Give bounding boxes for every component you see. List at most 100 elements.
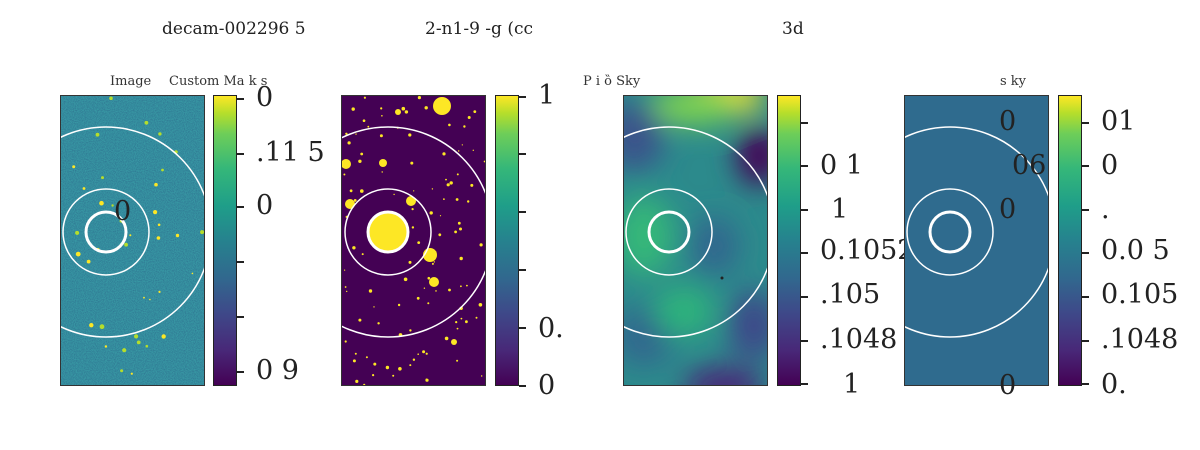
image-ring-inner — [84, 210, 128, 254]
mask-speck — [346, 290, 348, 293]
custom-sky-overlay-label: 06 — [1012, 150, 1047, 181]
custom-sky-heatmap — [905, 126, 1048, 338]
panel-1-title: Image — [110, 74, 152, 89]
image-source-speck — [191, 272, 194, 275]
custom-cbar-tick-label: 0. — [1101, 369, 1127, 400]
mask-speck — [425, 352, 428, 355]
image-source-speck — [99, 200, 104, 206]
mask-speck — [411, 208, 414, 211]
mask-speck — [407, 200, 411, 204]
mask-speck — [408, 133, 412, 137]
mask-speck — [448, 288, 451, 292]
mask-speck — [422, 350, 426, 354]
mask-speck — [397, 303, 401, 307]
mask-blob — [342, 159, 351, 169]
mask-blob — [379, 159, 387, 167]
mask-speck — [465, 320, 468, 324]
mask-speck — [443, 198, 445, 200]
image-cbar-tick-label: 0 — [256, 82, 274, 113]
image-source-speck — [156, 236, 161, 240]
image-source-speck — [75, 230, 80, 235]
mask-speck — [380, 107, 383, 110]
mask-speck — [449, 181, 453, 185]
mask-speck — [351, 107, 355, 111]
image-cbar-tick-mark — [237, 98, 244, 100]
mask-speck — [358, 159, 362, 163]
mask-speck — [466, 284, 468, 287]
pipeline-cbar-tick-label: 1 — [843, 369, 861, 400]
mask-blob — [433, 97, 451, 115]
mask-cbar-tick-mark — [519, 211, 526, 213]
pipeline-sky-colorbar — [777, 95, 801, 386]
mask-speck — [381, 115, 383, 117]
mask-speck — [431, 188, 434, 190]
mask-blob — [429, 277, 439, 287]
mask-speck — [347, 141, 351, 145]
mask-speck — [392, 374, 395, 377]
image-cbar-tick-mark — [237, 371, 244, 373]
custom-sky-ring-outer — [905, 126, 1048, 338]
mask-speck — [435, 290, 437, 292]
mask-speck — [461, 144, 463, 146]
mask-speck — [358, 318, 362, 322]
mask-central-blob — [368, 212, 408, 252]
figure-suptitle-part-3: 3d — [782, 19, 804, 39]
image-overlay-label: 0 — [114, 196, 132, 227]
mask-cbar-tick-mark — [519, 153, 526, 155]
pipeline-cbar-tick-mark — [801, 340, 808, 342]
mask-speck — [475, 316, 478, 319]
mask-speck — [463, 125, 466, 128]
image-heatmap — [61, 96, 204, 385]
image-source-speck — [104, 345, 108, 348]
pipeline-cbar-tick-label: 1 — [831, 194, 849, 225]
mask-speck — [372, 374, 375, 377]
image-source-speck — [158, 132, 162, 136]
image-source-speck — [144, 120, 149, 125]
mask-speck — [483, 160, 485, 163]
mask-speck — [424, 106, 428, 110]
pipeline-sky-dot — [720, 276, 724, 280]
mask-speck — [427, 302, 430, 305]
mask-speck — [398, 367, 402, 371]
panel-3-title: P i ȍ Sky — [583, 74, 641, 89]
image-source-speck — [72, 165, 76, 169]
custom-cbar-tick-label: .1048 — [1101, 324, 1179, 355]
mask-ring-inner — [366, 210, 410, 254]
mask-speck — [360, 189, 364, 193]
mask-speck — [360, 152, 364, 156]
image-source-speck — [95, 132, 100, 137]
image-source-speck — [175, 233, 180, 238]
mask-speck — [473, 110, 477, 113]
figure-suptitle-part-2: 2-n1-9 -g (cc — [425, 19, 533, 39]
mask-speck — [363, 96, 366, 99]
mask-speck — [435, 251, 437, 253]
image-cbar-tick-mark — [237, 316, 244, 318]
custom-cbar-tick-label: 01 — [1101, 106, 1136, 137]
mask-speck — [417, 96, 421, 100]
custom-cbar-tick-label: . — [1101, 194, 1110, 225]
image-cbar-tick-label: 0 9 — [256, 355, 299, 386]
mask-speck — [425, 378, 429, 382]
mask-speck — [431, 262, 434, 265]
custom-sky-ring-inner — [928, 210, 972, 254]
custom-sky-overlay-label: 0 — [999, 370, 1017, 401]
mask-speck — [448, 123, 451, 127]
mask-speck — [439, 215, 442, 217]
mask-speck — [438, 233, 442, 237]
pipeline-cbar-tick-label: .1048 — [820, 324, 898, 355]
pipeline-cbar-tick-mark — [801, 383, 808, 385]
pipeline-sky-ring-outer — [624, 126, 767, 338]
pipeline-sky-heatmap — [624, 96, 767, 385]
mask-speck — [409, 364, 412, 367]
mask-cbar-tick-label: 0 — [538, 370, 556, 401]
pipeline-cbar-tick-mark — [801, 209, 808, 211]
image-source-speck — [157, 223, 161, 227]
image-source-speck — [122, 348, 127, 353]
image-cbar-tick-mark — [237, 153, 244, 155]
pipeline-cbar-tick-label: 0.1052 — [820, 235, 915, 266]
mask-speck — [478, 303, 483, 307]
mask-speck — [411, 226, 415, 229]
mask-speck — [445, 178, 447, 181]
mask-speck — [472, 149, 474, 151]
mask-speck — [354, 352, 357, 355]
